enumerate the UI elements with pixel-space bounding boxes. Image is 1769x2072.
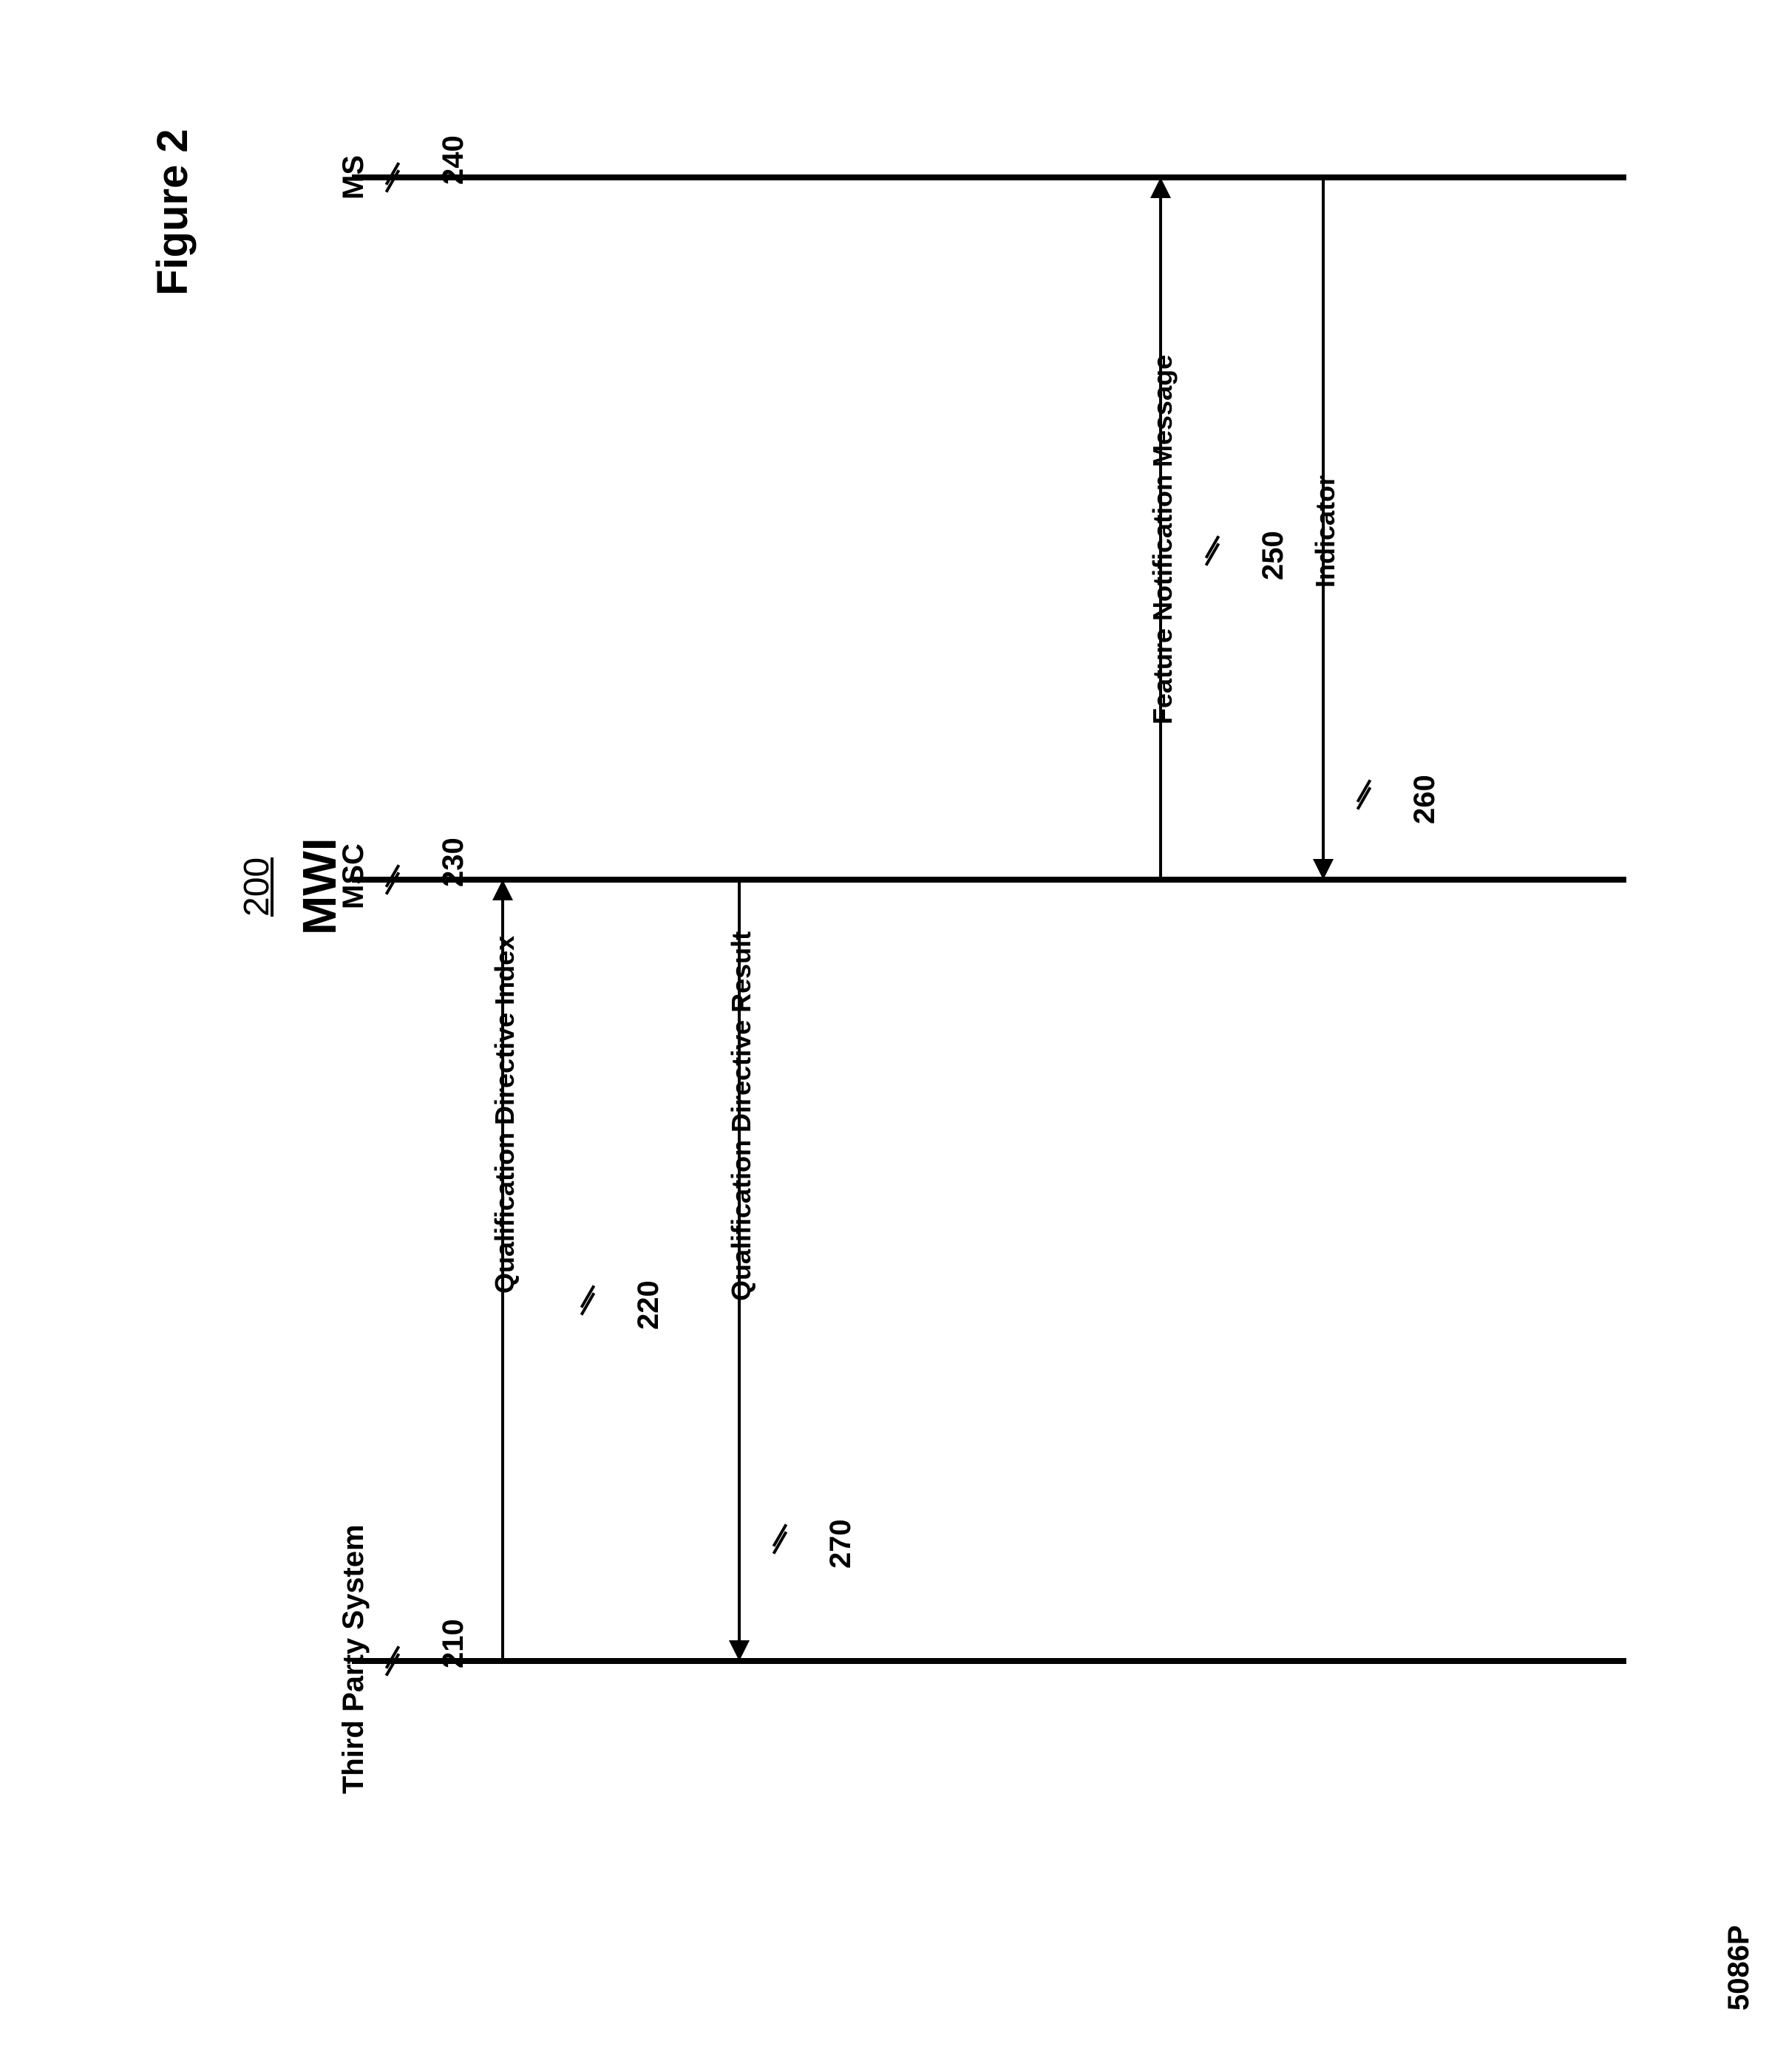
label-qdr: Qualification Directive Result	[726, 931, 757, 1301]
ref-210: 210	[437, 1619, 470, 1668]
figure-number: 200	[237, 857, 277, 917]
ref-270: 270	[824, 1519, 858, 1569]
lifeline-ms	[352, 174, 1626, 180]
label-ind: Indicator	[1310, 475, 1341, 588]
lifeline-third-party	[352, 1658, 1626, 1664]
ref-240: 240	[437, 135, 470, 185]
arrowhead-qdr	[729, 1640, 750, 1661]
figure-page: 200MWIFigure 25086PThird Party SystemMSC…	[0, 0, 1769, 2072]
ref-250: 250	[1257, 531, 1290, 580]
figure-label: Figure 2	[148, 129, 197, 296]
ref-230: 230	[437, 838, 470, 887]
lifeline-msc	[352, 877, 1626, 883]
arrowhead-ind	[1313, 859, 1334, 880]
label-fnm: Feature Notification Message	[1147, 355, 1178, 724]
label-qdi: Qualification Directive Index	[489, 936, 520, 1294]
ref-260: 260	[1408, 775, 1442, 824]
ref-220: 220	[632, 1280, 665, 1330]
footer-id: 5086P	[1722, 1925, 1756, 2011]
arrowhead-fnm	[1150, 177, 1171, 198]
arrowhead-qdi	[492, 880, 513, 900]
